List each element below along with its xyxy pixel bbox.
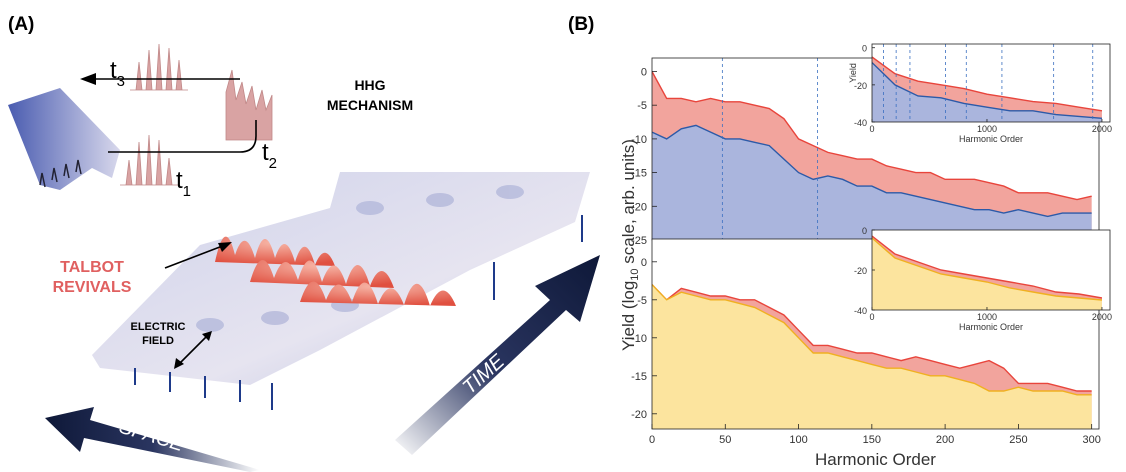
y-tick-label: -20	[854, 266, 867, 276]
x-tick-label: 250	[1009, 434, 1027, 446]
y-axis-label: Yield	[848, 63, 858, 83]
pulses	[120, 43, 273, 186]
pulse-t3	[130, 43, 188, 91]
charts: 0-5-10-15-20-250-5-10-15-200 50 100 150 200 2…	[631, 43, 1112, 469]
pulse-t1	[120, 134, 178, 186]
arrow-head	[218, 242, 232, 252]
hhg-spikes	[39, 159, 82, 188]
illustration: (A) t3 t2 t1 HHG MECHANISM	[8, 14, 600, 472]
y-tick-label: -15	[631, 168, 647, 180]
time-arrow	[395, 255, 600, 455]
x-tick-label: 150	[863, 434, 881, 446]
subscript: 2	[269, 155, 277, 172]
arrow-head	[174, 331, 212, 369]
subscript: 3	[117, 73, 125, 90]
hhg-surface	[8, 88, 120, 190]
area	[872, 238, 1102, 310]
talbot-peaks	[215, 236, 456, 306]
y-axis-label: Yield (log10 scale, arb. units)	[619, 139, 641, 351]
chart: 0 -5 -10 -15 -20 -25	[631, 57, 1100, 247]
line	[652, 124, 1092, 218]
surface-spikes	[134, 215, 583, 410]
x-tick-label: 100	[789, 434, 807, 446]
plot-area	[652, 284, 1092, 429]
t: t	[262, 139, 269, 166]
y-axis-label-part: Yield (log	[619, 281, 638, 351]
pulse-t2	[225, 69, 273, 141]
plot-area	[872, 235, 1103, 310]
panel-label: (A)	[8, 14, 34, 35]
field-label: FIELD	[142, 335, 174, 347]
field-arrow	[177, 334, 209, 366]
x-tick-label: 0	[649, 434, 655, 446]
y-tick-label: -40	[854, 306, 867, 316]
axes-frame	[871, 43, 1111, 123]
x-tick-label: 2000	[1092, 312, 1112, 322]
y-tick-label: -15	[631, 371, 647, 383]
area	[872, 62, 1102, 122]
y-tick-label: -5	[637, 100, 647, 112]
x-tick-label: 0	[869, 124, 874, 134]
plot-area	[872, 44, 1103, 122]
surface-dimples	[196, 185, 524, 332]
x-tick-label: 300	[1082, 434, 1100, 446]
path-line	[108, 120, 257, 153]
x-tick-label: 50	[719, 434, 731, 446]
y-axis-label-part: scale, arb. units)	[619, 139, 638, 268]
line	[872, 56, 1103, 112]
plot-area	[652, 58, 1092, 240]
x-tick-label: 1000	[977, 312, 997, 322]
talbot-label: TALBOT	[60, 259, 124, 276]
area	[652, 125, 1092, 240]
y-tick-label: -10	[631, 134, 647, 146]
line	[652, 71, 1092, 201]
talbot-label: REVIVALS	[53, 279, 132, 296]
x-tick-label: 0	[869, 312, 874, 322]
y-tick-label: -5	[637, 295, 647, 307]
x-axis-label: Harmonic Order	[959, 134, 1023, 144]
x-axis-label: Harmonic Order	[815, 450, 936, 469]
y-tick-label: 0	[862, 226, 867, 236]
line	[872, 237, 1103, 301]
t: t	[176, 167, 183, 194]
time-label-t3: t3	[110, 57, 125, 90]
panel-label: (B)	[568, 14, 594, 35]
y-tick-label: -40	[854, 118, 867, 128]
x-tick-label: 2000	[1092, 124, 1112, 134]
y-tick-label: -20	[854, 81, 867, 91]
space-arrow	[45, 407, 260, 472]
x-tick-label: 200	[936, 434, 954, 446]
hhg-arrows	[92, 78, 257, 153]
y-tick-label: 0	[862, 44, 867, 54]
time-label-t1: t1	[176, 167, 191, 200]
area	[652, 284, 1092, 429]
y-tick-label: -20	[631, 409, 647, 421]
line	[872, 235, 1103, 299]
x-axis-label: Harmonic Order	[959, 322, 1023, 332]
field-label: ELECTRIC	[131, 321, 186, 333]
t: t	[110, 57, 117, 84]
y-tick-label: -25	[631, 235, 647, 247]
line	[652, 284, 1092, 392]
hhg-title: MECHANISM	[327, 97, 413, 113]
line	[652, 284, 1092, 396]
y-tick-label: 0	[641, 66, 647, 78]
y-tick-label: 0	[641, 257, 647, 269]
y-tick-label: -10	[631, 333, 647, 345]
y-axis-label-subscript: 10	[629, 268, 641, 280]
arrow-head	[80, 73, 96, 85]
y-tick-label: -20	[631, 201, 647, 213]
time-label-t2: t2	[262, 139, 277, 172]
talbot-pointer	[164, 244, 226, 269]
x-tick-label: 1000	[977, 124, 997, 134]
subscript: 1	[183, 183, 191, 200]
hhg-title: HHG	[354, 77, 385, 93]
